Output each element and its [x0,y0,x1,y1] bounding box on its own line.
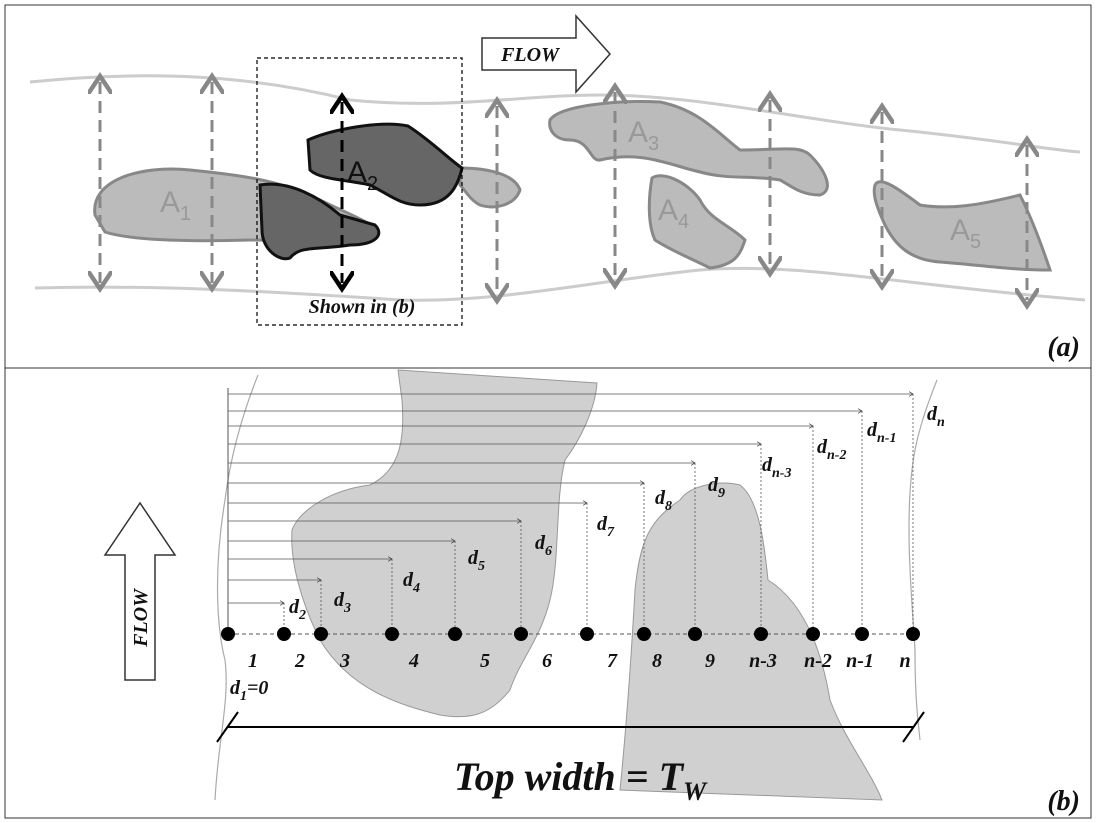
distance-label: d8 [655,487,672,514]
bank [35,268,1085,300]
point [514,627,528,641]
point [448,627,462,641]
distance-label: dn [927,403,945,430]
distance-subscript: 2 [298,608,306,623]
point [906,627,920,641]
top-width-label: Top width = TW [454,754,708,806]
point-label: 7 [607,650,618,672]
point-label: n-1 [846,650,874,672]
distance-subscript: 3 [343,601,351,616]
distance-suffix: =0 [247,677,268,699]
first-distance: d1=0 [230,677,268,704]
area-subscript: 5 [970,231,981,253]
distance-subscript: 1 [240,689,247,704]
point-label: n-3 [749,650,777,672]
point [855,627,869,641]
panel-label: (b) [1047,786,1080,817]
distance-label: dn-2 [817,436,846,463]
area-label: A [658,194,678,227]
area-subscript: 1 [180,203,191,225]
figure: A1 A2 A3 A4 A5 Shown in (b) FLOW (a) Top… [0,0,1096,823]
point [221,627,235,641]
distance-subscript: n-3 [772,466,791,481]
point [314,627,328,641]
area-label: A [950,214,970,247]
point [637,627,651,641]
area-subscript: 3 [648,133,659,155]
point [580,627,594,641]
area-label: A [347,156,367,189]
top-width-text: Top width = T [454,754,685,799]
panel-label: (a) [1047,332,1080,363]
distance-subscript: 9 [718,486,725,501]
point-label: 4 [408,650,419,672]
distance-subscript: 4 [412,581,420,596]
area-shape [308,124,462,205]
distance-subscript: 7 [607,525,615,540]
distance-subscript: 8 [665,499,672,514]
point [688,627,702,641]
distance-label: dn-3 [762,454,791,481]
area-subscript: 4 [678,211,689,233]
point [277,627,291,641]
panel-a: A1 A2 A3 A4 A5 Shown in (b) FLOW (a) [30,16,1085,363]
point [385,627,399,641]
distance-label: d7 [597,513,615,540]
inset-label: Shown in (b) [309,296,416,318]
top-width-subscript: W [683,777,708,806]
point-label: 3 [339,650,350,672]
point-label: 2 [294,650,305,672]
distance-subscript: n [937,415,945,430]
distance-subscript: 6 [545,544,552,559]
point [754,627,768,641]
area-shape [260,184,379,259]
area-subscript: 2 [367,173,378,195]
area-shape [460,168,520,207]
distance-subscript: 5 [478,559,485,574]
flow-label: FLOW [500,44,560,66]
distance-subscript: n-2 [827,448,846,463]
area-label: A [628,116,648,149]
point-label: 6 [542,650,552,672]
point-label: n [899,650,910,672]
point-label: 1 [248,650,258,672]
flow-label: FLOW [130,588,152,648]
point-label: 5 [480,650,490,672]
point-label: n-2 [804,650,832,672]
distance-label: dn-1 [867,419,896,446]
distance-subscript: n-1 [877,431,896,446]
area-label: A [160,186,180,219]
point-label: 9 [705,650,715,672]
obstacle [620,483,882,800]
point-label: 8 [652,650,662,672]
panel-b: Top width = TW d1=0 FLOW (b) d2d3d4d5d6d… [105,370,1080,817]
point [806,627,820,641]
